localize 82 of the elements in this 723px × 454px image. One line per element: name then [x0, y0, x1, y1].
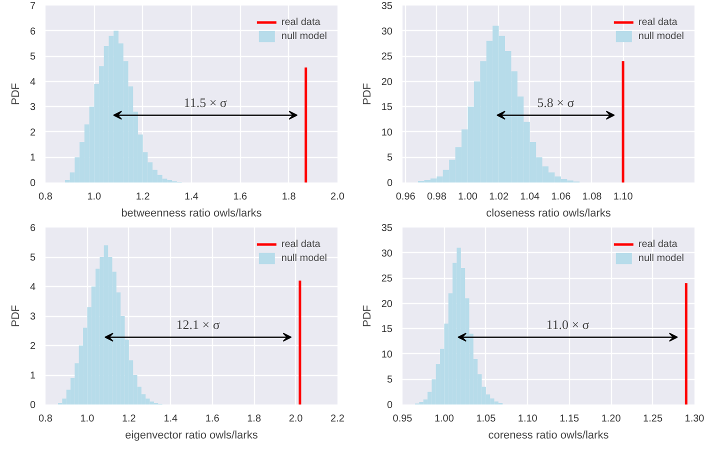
- x-tick-label: 1.4: [184, 192, 199, 202]
- x-tick-label: 1.6: [205, 414, 220, 424]
- legend-label: real data: [638, 16, 678, 29]
- y-tick-label: 5: [30, 52, 36, 63]
- y-axis-title: PDF: [10, 304, 22, 327]
- x-tick-label: 1.06: [551, 192, 572, 202]
- y-tick-label: 30: [381, 26, 393, 38]
- x-axis-title: closeness ratio owls/larks: [486, 208, 612, 220]
- y-tick-label: 30: [381, 248, 393, 260]
- y-tick-label: 4: [30, 76, 36, 88]
- x-tick-label: 1.04: [520, 192, 540, 202]
- x-tick-label: 1.15: [560, 414, 580, 424]
- y-tick-label: 0: [30, 178, 36, 189]
- y-tick-label: 6: [30, 223, 36, 234]
- y-tick-label: 5: [30, 252, 36, 264]
- x-tick-label: 0.8: [38, 414, 53, 424]
- x-tick-label: 2.2: [330, 414, 345, 424]
- y-tick-label: 15: [381, 324, 393, 336]
- x-tick-label: 1.05: [476, 414, 496, 424]
- legend-label: real data: [638, 238, 678, 251]
- y-tick-label: 5: [386, 152, 393, 164]
- x-tick-label: 1.0: [80, 414, 95, 424]
- annotation: 11.5 × σ: [184, 95, 227, 110]
- y-tick-label: 10: [381, 349, 393, 360]
- y-tick-label: 0: [386, 178, 393, 189]
- x-tick-label: 2.0: [330, 192, 345, 202]
- y-tick-label: 6: [30, 26, 36, 38]
- y-axis-title: PDF: [10, 82, 22, 105]
- legend-label: null model: [638, 252, 684, 265]
- x-tick-label: 1.2: [122, 414, 136, 424]
- annotation: 11.0 × σ: [546, 317, 590, 332]
- x-tick-label: 1.00: [458, 192, 478, 202]
- x-tick-label: 1.02: [489, 192, 509, 202]
- y-tick-label: 3: [30, 312, 36, 322]
- y-axis-title: PDF: [361, 304, 374, 327]
- x-tick-label: 1.20: [601, 414, 622, 424]
- x-tick-label: 1.4: [164, 414, 178, 424]
- y-tick-label: 2: [30, 341, 36, 352]
- x-tick-label: 1.6: [233, 192, 248, 202]
- y-tick-label: 2: [30, 127, 36, 138]
- y-tick-label: 25: [381, 52, 393, 63]
- x-tick-label: 1.10: [518, 414, 538, 424]
- y-tick-label: 4: [30, 282, 36, 293]
- legend-label: null model: [281, 252, 327, 265]
- x-tick-label: 1.08: [582, 192, 602, 202]
- x-tick-label: 1.10: [613, 192, 634, 202]
- x-tick-label: 0.8: [38, 192, 53, 202]
- legend-label: real data: [281, 16, 320, 29]
- annotation: 12.1 × σ: [176, 317, 220, 332]
- legend-label: real data: [281, 238, 320, 251]
- x-tick-label: 0.98: [426, 192, 447, 202]
- y-tick-label: 1: [30, 370, 36, 382]
- x-axis-title: betweenness ratio owls/larks: [121, 208, 262, 220]
- y-tick-label: 25: [381, 274, 393, 285]
- y-tick-label: 0: [386, 400, 393, 411]
- annotation: 5.8 × σ: [537, 95, 574, 110]
- x-tick-label: 0.95: [392, 414, 413, 424]
- y-tick-label: 35: [381, 1, 393, 12]
- x-tick-label: 1.8: [247, 414, 262, 424]
- legend-label: null model: [281, 30, 327, 43]
- x-tick-label: 1.8: [282, 192, 296, 202]
- x-tick-label: 1.30: [684, 414, 705, 424]
- y-tick-label: 20: [381, 298, 393, 310]
- y-tick-label: 7: [30, 1, 36, 12]
- x-tick-label: 1.0: [87, 192, 102, 202]
- legend-label: null model: [638, 30, 684, 43]
- y-tick-label: 35: [381, 223, 393, 234]
- x-tick-label: 1.00: [434, 414, 454, 424]
- y-tick-label: 3: [30, 102, 36, 114]
- x-tick-label: 2.0: [288, 414, 304, 424]
- x-axis-title: eigenvector ratio owls/larks: [125, 430, 258, 442]
- y-tick-label: 0: [30, 400, 36, 411]
- y-tick-label: 1: [30, 152, 36, 164]
- y-tick-label: 15: [381, 102, 393, 114]
- x-axis-title: coreness ratio owls/larks: [488, 430, 610, 442]
- y-axis-title: PDF: [361, 82, 374, 105]
- y-tick-label: 5: [386, 374, 393, 386]
- x-tick-label: 1.25: [643, 414, 663, 424]
- x-tick-label: 0.96: [396, 192, 416, 202]
- y-tick-label: 20: [381, 76, 393, 88]
- x-tick-label: 1.2: [136, 192, 150, 202]
- y-tick-label: 10: [381, 127, 393, 138]
